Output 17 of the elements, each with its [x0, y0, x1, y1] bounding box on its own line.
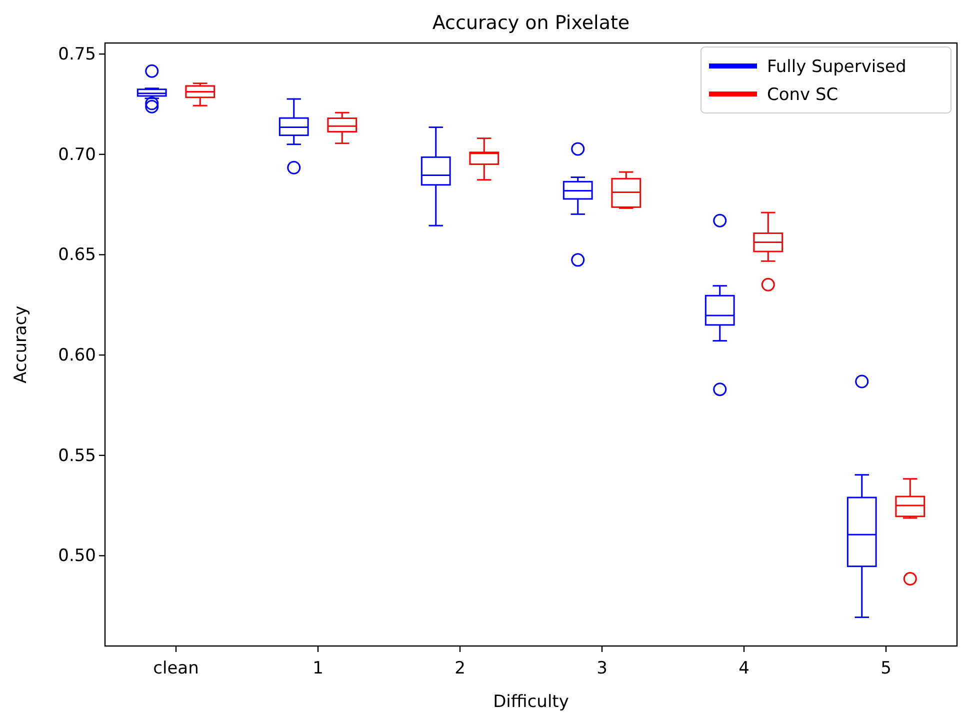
x-tick-label: 1 [312, 658, 324, 679]
y-tick-label: 0.60 [58, 345, 96, 366]
x-tick-label: clean [153, 658, 199, 679]
y-tick-label: 0.50 [58, 546, 96, 566]
y-tick-label: 0.75 [58, 44, 96, 64]
x-tick-label: 4 [738, 658, 750, 679]
x-tick-label: 5 [880, 658, 892, 679]
legend-label: Fully Supervised [767, 57, 906, 77]
y-tick-label: 0.70 [58, 144, 96, 165]
x-tick-label: 2 [454, 658, 466, 679]
y-axis-title: Accuracy [11, 306, 31, 384]
y-tick-label: 0.55 [58, 446, 96, 466]
x-axis-title: Difficulty [493, 692, 569, 712]
x-tick-label: 3 [596, 658, 608, 679]
y-tick-label: 0.65 [58, 245, 96, 266]
chart-title: Accuracy on Pixelate [432, 12, 630, 34]
legend-label: Conv SC [767, 85, 838, 105]
